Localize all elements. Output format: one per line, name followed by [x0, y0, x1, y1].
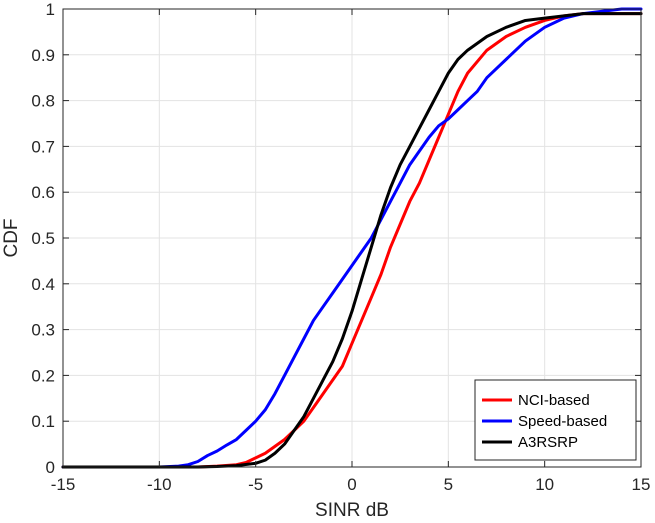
x-tick-label: 5 [444, 475, 453, 494]
x-axis-label: SINR dB [315, 500, 389, 521]
axis-ticks: -15 -10 -5 0 5 10 15 0 0.1 0.2 0.3 0.4 0.5 0.6 0.7 0.8 0… [31, 0, 650, 494]
y-tick-label: 0 [46, 458, 55, 477]
y-tick-label: 0.4 [31, 275, 55, 294]
y-tick-label: 0.9 [31, 46, 55, 65]
y-tick-label: 0.1 [31, 412, 55, 431]
y-tick-label: 1 [46, 0, 55, 19]
x-tick-label: -5 [248, 475, 263, 494]
x-tick-label: 0 [347, 475, 356, 494]
y-tick-label: 0.3 [31, 321, 55, 340]
x-tick-label: -15 [51, 475, 76, 494]
y-tick-label: 0.8 [31, 92, 55, 111]
series-layer [61, 7, 643, 469]
x-tick-label: -10 [147, 475, 172, 494]
series-line-speed-based [61, 7, 643, 469]
legend-label-speed-based: Speed-based [518, 413, 607, 430]
y-tick-label: 0.6 [31, 183, 55, 202]
y-axis-label: CDF [1, 218, 22, 257]
y-tick-label: 0.5 [31, 229, 55, 248]
x-tick-label: 10 [535, 475, 554, 494]
legend-label-nci-based: NCI-based [518, 392, 590, 409]
y-tick-label: 0.7 [31, 137, 55, 156]
x-tick-label: 15 [632, 475, 651, 494]
legend-label-a3rsrp: A3RSRP [518, 434, 578, 451]
y-tick-label: 0.2 [31, 366, 55, 385]
legend: NCI-based Speed-based A3RSRP [474, 379, 637, 461]
series-line-a3rsrp [61, 12, 643, 469]
series-line-nci-based [61, 12, 643, 469]
